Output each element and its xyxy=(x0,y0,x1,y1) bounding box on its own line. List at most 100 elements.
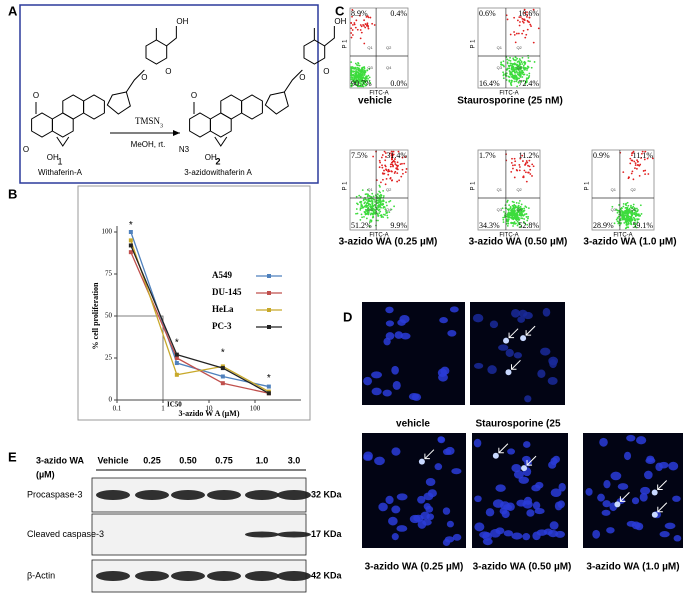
event-dot xyxy=(370,220,373,223)
nucleus xyxy=(550,457,558,466)
x-tick-label: 100 xyxy=(250,405,261,413)
event-dot xyxy=(633,213,636,216)
event-dot xyxy=(354,26,357,29)
band-size: 17 KDa xyxy=(311,529,343,539)
event-dot xyxy=(632,203,635,206)
atom-label: OH xyxy=(47,153,59,162)
event-dot xyxy=(360,80,363,83)
event-dot xyxy=(364,201,367,204)
event-dot xyxy=(386,216,389,219)
nucleus xyxy=(597,493,605,502)
legend-marker xyxy=(267,274,271,278)
event-dot xyxy=(367,208,370,211)
event-dot xyxy=(369,16,372,19)
event-dot xyxy=(613,222,616,225)
event-dot xyxy=(517,204,520,207)
lane-label: 0.50 xyxy=(179,455,197,465)
event-dot xyxy=(351,29,354,31)
nucleus xyxy=(495,484,506,492)
nucleus xyxy=(555,530,566,538)
nucleus xyxy=(631,497,640,505)
event-dot xyxy=(359,201,361,204)
event-dot xyxy=(508,67,511,70)
event-dot xyxy=(377,206,380,209)
event-dot xyxy=(517,216,520,219)
event-dot xyxy=(509,59,512,62)
event-dot xyxy=(371,206,374,209)
event-dot xyxy=(524,62,527,65)
event-dot xyxy=(382,216,385,219)
nucleus xyxy=(446,520,454,528)
event-dot xyxy=(528,72,531,75)
event-dot xyxy=(365,205,368,207)
nucleus xyxy=(672,495,681,502)
event-dot xyxy=(510,75,513,78)
event-dot xyxy=(527,66,530,69)
event-dot xyxy=(355,80,358,83)
event-dot xyxy=(391,163,394,166)
event-dot xyxy=(501,207,504,210)
quadrant-pct: 10.6% xyxy=(518,9,539,18)
band xyxy=(277,490,311,500)
event-dot xyxy=(393,205,396,208)
nucleus xyxy=(610,471,622,481)
event-dot xyxy=(361,216,363,219)
event-dot xyxy=(372,155,375,158)
event-dot xyxy=(380,156,383,159)
nucleus xyxy=(505,502,515,511)
image-caption: 3-azido WA (0.25 µM) xyxy=(365,562,464,573)
nucleus xyxy=(391,505,401,514)
event-dot xyxy=(516,72,519,74)
event-dot xyxy=(617,215,620,218)
event-dot xyxy=(355,74,358,77)
event-dot xyxy=(518,209,521,212)
event-dot xyxy=(523,222,526,225)
event-dot xyxy=(516,19,519,22)
event-dot xyxy=(618,204,620,206)
atom-label: O xyxy=(299,73,305,82)
event-dot xyxy=(509,62,512,65)
event-dot xyxy=(387,173,390,176)
event-dot xyxy=(526,69,528,71)
event-dot xyxy=(514,215,516,218)
event-dot xyxy=(636,218,638,220)
event-dot xyxy=(508,212,511,215)
axis-label: FITC-A xyxy=(499,91,518,97)
event-dot xyxy=(631,152,633,155)
nucleus xyxy=(599,437,608,447)
event-dot xyxy=(359,196,362,198)
axis-label: P 1 xyxy=(471,181,477,191)
event-dot xyxy=(353,23,356,26)
event-dot xyxy=(629,212,632,214)
event-dot xyxy=(356,28,359,31)
event-dot xyxy=(504,215,506,218)
event-dot xyxy=(520,203,523,206)
event-dot xyxy=(513,201,515,204)
event-dot xyxy=(616,217,619,219)
event-dot xyxy=(354,62,357,65)
event-dot xyxy=(523,209,526,212)
quadrant-label: Q1 xyxy=(367,45,373,50)
nucleus xyxy=(532,531,541,541)
event-dot xyxy=(370,195,373,198)
event-dot xyxy=(371,22,374,25)
event-dot xyxy=(510,162,513,164)
event-dot xyxy=(372,216,375,218)
event-dot xyxy=(372,198,375,201)
event-dot xyxy=(366,22,369,25)
event-dot xyxy=(527,207,530,210)
event-dot xyxy=(521,56,524,59)
event-dot xyxy=(516,57,519,60)
event-dot xyxy=(351,66,354,68)
quadrant-pct: 59.1% xyxy=(632,221,653,230)
event-dot xyxy=(521,63,524,65)
event-dot xyxy=(503,211,505,213)
data-point xyxy=(174,361,179,366)
event-dot xyxy=(520,16,522,18)
event-dot xyxy=(395,164,398,167)
event-dot xyxy=(619,214,622,217)
event-dot xyxy=(389,165,392,168)
significance-marker: * xyxy=(175,338,179,349)
event-dot xyxy=(367,27,370,30)
event-dot xyxy=(509,82,512,84)
